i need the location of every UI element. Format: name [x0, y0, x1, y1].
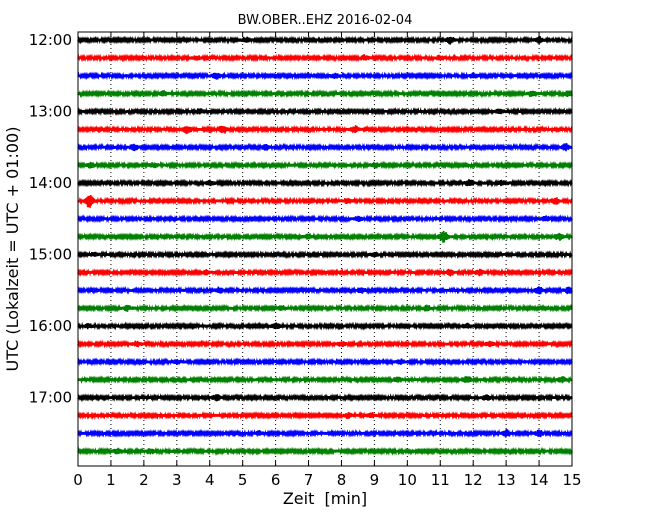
x-tick-label-7: 7 — [304, 471, 314, 489]
y-tick-label-0: 12:00 — [29, 31, 72, 49]
x-tick-label-12: 12 — [464, 471, 483, 489]
y-tick-label-1: 13:00 — [29, 103, 72, 121]
trace-3 — [77, 71, 573, 81]
x-tick-label-15: 15 — [562, 471, 581, 489]
grid-lines — [110, 32, 540, 466]
plot-frame — [77, 31, 573, 467]
x-tick-label-5: 5 — [238, 471, 248, 489]
x-tick-label-1: 1 — [106, 471, 116, 489]
trace-8 — [77, 160, 573, 170]
traces — [77, 35, 573, 456]
x-tick-label-4: 4 — [205, 471, 215, 489]
x-tick-label-2: 2 — [139, 471, 149, 489]
x-tick-label-0: 0 — [73, 471, 83, 489]
x-tick-label-13: 13 — [497, 471, 516, 489]
trace-9 — [77, 178, 573, 188]
trace-15 — [77, 285, 573, 295]
x-tick-label-8: 8 — [337, 471, 347, 489]
y-tick-label-2: 14:00 — [29, 174, 72, 192]
trace-5 — [77, 106, 573, 117]
x-tick-label-11: 11 — [431, 471, 450, 489]
y-axis-label: UTC (Lokalzeit = UTC + 01:00) — [3, 127, 22, 372]
trace-11 — [77, 214, 573, 224]
y-tick-label-3: 15:00 — [29, 246, 72, 264]
trace-18 — [77, 339, 573, 349]
y-tick-label-5: 17:00 — [29, 389, 72, 407]
trace-4 — [77, 89, 573, 99]
trace-24 — [77, 446, 573, 456]
trace-6 — [77, 124, 573, 135]
trace-23 — [77, 428, 573, 438]
trace-2 — [77, 53, 573, 63]
trace-22 — [77, 410, 573, 421]
x-axis: 0 1 2 3 4 5 6 7 8 9 10 11 12 13 14 15 — [73, 32, 582, 489]
trace-20 — [77, 375, 573, 385]
chart-title: BW.OBER..EHZ 2016-02-04 — [238, 13, 413, 28]
x-tick-label-14: 14 — [530, 471, 549, 489]
trace-19 — [77, 357, 573, 367]
trace-16 — [77, 303, 573, 313]
x-tick-label-9: 9 — [370, 471, 380, 489]
trace-12 — [77, 230, 573, 243]
trace-1 — [77, 35, 573, 45]
y-axis: 12:00 13:00 14:00 15:00 16:00 17:00 — [29, 31, 572, 407]
trace-17 — [77, 321, 573, 331]
x-axis-label: Zeit [min] — [283, 489, 367, 508]
y-tick-label-4: 16:00 — [29, 317, 72, 335]
trace-21 — [77, 393, 573, 403]
x-tick-label-6: 6 — [271, 471, 281, 489]
trace-10 — [77, 195, 573, 208]
trace-14 — [77, 267, 573, 278]
x-tick-label-10: 10 — [398, 471, 417, 489]
trace-7 — [77, 142, 573, 152]
trace-13 — [77, 249, 573, 260]
x-tick-label-3: 3 — [172, 471, 182, 489]
